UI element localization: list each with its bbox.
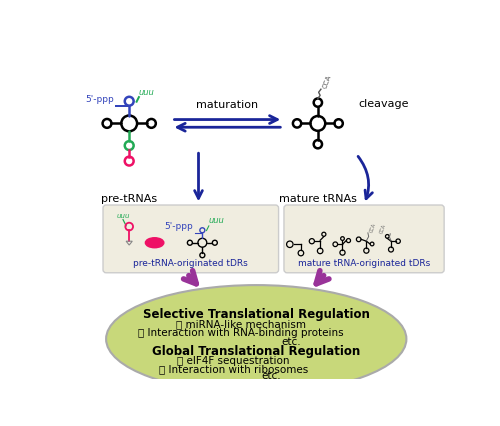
Text: uuu: uuu: [116, 213, 130, 219]
Text: mature tRNA-originated tDRs: mature tRNA-originated tDRs: [298, 258, 430, 267]
Text: Selective Translational Regulation: Selective Translational Regulation: [143, 307, 370, 320]
Text: etc.: etc.: [281, 336, 300, 346]
Ellipse shape: [106, 285, 406, 393]
FancyBboxPatch shape: [103, 205, 279, 273]
Text: maturation: maturation: [196, 100, 258, 110]
Text: CCA: CCA: [370, 222, 378, 233]
Text: mature tRNAs: mature tRNAs: [279, 193, 357, 203]
Text: ・ miRNA-like mechanism: ・ miRNA-like mechanism: [176, 319, 306, 329]
Ellipse shape: [146, 238, 164, 248]
Text: CCA: CCA: [322, 74, 332, 89]
Text: Global Translational Regulation: Global Translational Regulation: [152, 344, 360, 357]
Text: ・ eIF4F sequestration: ・ eIF4F sequestration: [177, 355, 290, 365]
Text: 5'-ppp: 5'-ppp: [86, 94, 114, 104]
FancyBboxPatch shape: [284, 205, 444, 273]
Text: etc.: etc.: [262, 370, 281, 380]
Text: ・ Interaction with ribosomes: ・ Interaction with ribosomes: [158, 363, 308, 373]
Text: pre-tRNAs: pre-tRNAs: [101, 193, 158, 203]
Text: uuu: uuu: [209, 216, 224, 225]
Text: 5'-ppp: 5'-ppp: [164, 221, 193, 230]
Text: CCA: CCA: [379, 223, 387, 234]
Text: pre-tRNA-originated tDRs: pre-tRNA-originated tDRs: [134, 258, 248, 267]
Text: uuu: uuu: [139, 87, 154, 96]
Text: cleavage: cleavage: [358, 98, 408, 108]
Text: ・ Interaction with RNA-binding proteins: ・ Interaction with RNA-binding proteins: [138, 327, 344, 337]
